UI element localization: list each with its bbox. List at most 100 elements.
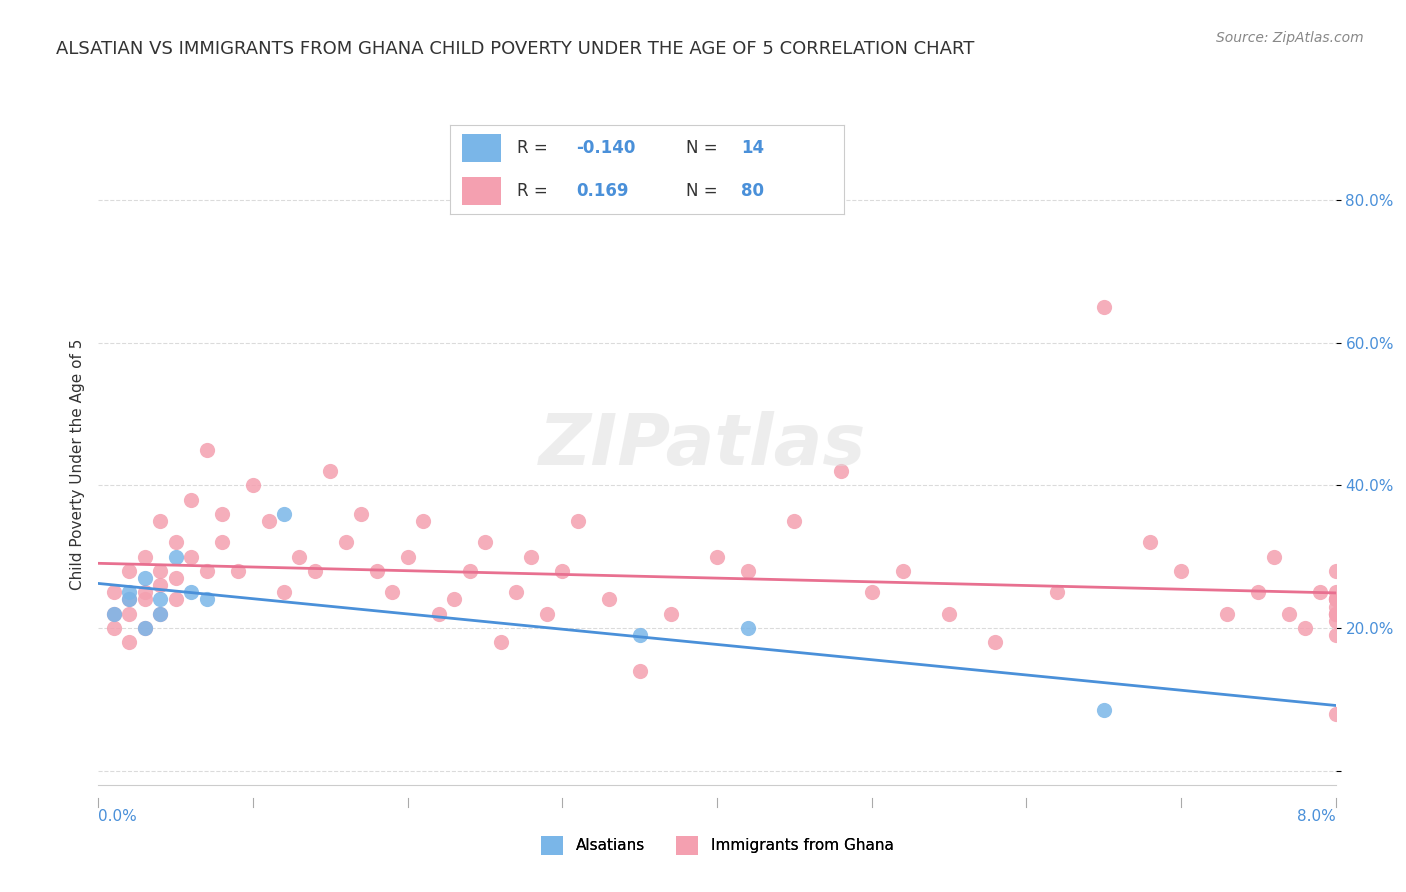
Point (165, 592, 187, 607)
Point (118, 607, 141, 621)
Point (180, 549, 202, 564)
Text: R =: R = (517, 139, 547, 157)
Point (180, 585, 202, 599)
Point (134, 621, 156, 635)
Point (489, 635, 512, 649)
Point (180, 492, 202, 507)
Point (598, 592, 620, 607)
Point (520, 549, 543, 564)
Point (628, 628, 651, 642)
Point (103, 607, 125, 621)
Point (165, 549, 187, 564)
Point (149, 578, 172, 592)
Text: Source: ZipAtlas.com: Source: ZipAtlas.com (1216, 31, 1364, 45)
Point (118, 585, 141, 599)
Point (134, 571, 156, 585)
Point (1247, 585, 1270, 599)
Point (149, 592, 172, 607)
Point (536, 607, 558, 621)
Point (412, 514, 434, 528)
Point (1092, 300, 1115, 314)
Text: N =: N = (686, 139, 717, 157)
Text: N =: N = (686, 182, 717, 200)
Point (118, 592, 141, 607)
Point (1294, 621, 1316, 635)
Point (1324, 585, 1347, 599)
Point (396, 549, 419, 564)
Point (458, 564, 481, 578)
Point (134, 621, 156, 635)
Point (165, 571, 187, 585)
Point (830, 464, 852, 478)
Point (257, 514, 280, 528)
Legend: Alsatians, Immigrants from Ghana: Alsatians, Immigrants from Ghana (534, 830, 900, 861)
Text: 0.0%: 0.0% (98, 809, 138, 823)
Point (1324, 592, 1347, 607)
Point (783, 514, 806, 528)
Point (118, 635, 141, 649)
Point (134, 592, 156, 607)
Point (474, 535, 496, 549)
Point (195, 564, 218, 578)
Point (443, 592, 465, 607)
Point (551, 564, 574, 578)
Point (288, 549, 311, 564)
Point (1092, 703, 1115, 717)
Point (1324, 607, 1347, 621)
Point (319, 464, 342, 478)
Point (366, 564, 388, 578)
Point (1278, 607, 1301, 621)
Point (211, 535, 233, 549)
Text: 14: 14 (741, 139, 765, 157)
Y-axis label: Child Poverty Under the Age of 5: Child Poverty Under the Age of 5 (69, 338, 84, 590)
Point (1324, 607, 1347, 621)
Point (427, 607, 450, 621)
Point (273, 507, 295, 521)
Point (195, 592, 218, 607)
Point (118, 592, 141, 607)
Point (103, 621, 125, 635)
Point (149, 564, 172, 578)
Point (1324, 592, 1347, 607)
FancyBboxPatch shape (461, 177, 501, 205)
Point (226, 564, 249, 578)
Point (628, 664, 651, 678)
Point (103, 607, 125, 621)
Text: R =: R = (517, 182, 547, 200)
Point (350, 507, 373, 521)
Point (1324, 599, 1347, 614)
Point (1139, 535, 1161, 549)
Text: 8.0%: 8.0% (1296, 809, 1336, 823)
Point (381, 585, 404, 599)
Point (938, 607, 960, 621)
Point (505, 585, 527, 599)
Text: 0.169: 0.169 (576, 182, 628, 200)
Point (1170, 564, 1192, 578)
Point (659, 607, 682, 621)
Point (860, 585, 883, 599)
Text: ZIPatlas: ZIPatlas (540, 411, 866, 481)
Point (134, 585, 156, 599)
Point (737, 621, 759, 635)
Point (891, 564, 914, 578)
Point (195, 442, 218, 457)
Point (149, 607, 172, 621)
Point (1324, 706, 1347, 721)
Point (1324, 564, 1347, 578)
Point (1324, 614, 1347, 628)
Text: 80: 80 (741, 182, 765, 200)
Point (1263, 549, 1285, 564)
Point (984, 635, 1007, 649)
Point (211, 507, 233, 521)
Point (165, 535, 187, 549)
Point (304, 564, 326, 578)
FancyBboxPatch shape (461, 134, 501, 162)
Point (134, 549, 156, 564)
Point (1324, 607, 1347, 621)
Point (335, 535, 357, 549)
Point (242, 478, 264, 492)
Point (149, 607, 172, 621)
Point (706, 549, 728, 564)
Point (737, 564, 759, 578)
Point (103, 585, 125, 599)
